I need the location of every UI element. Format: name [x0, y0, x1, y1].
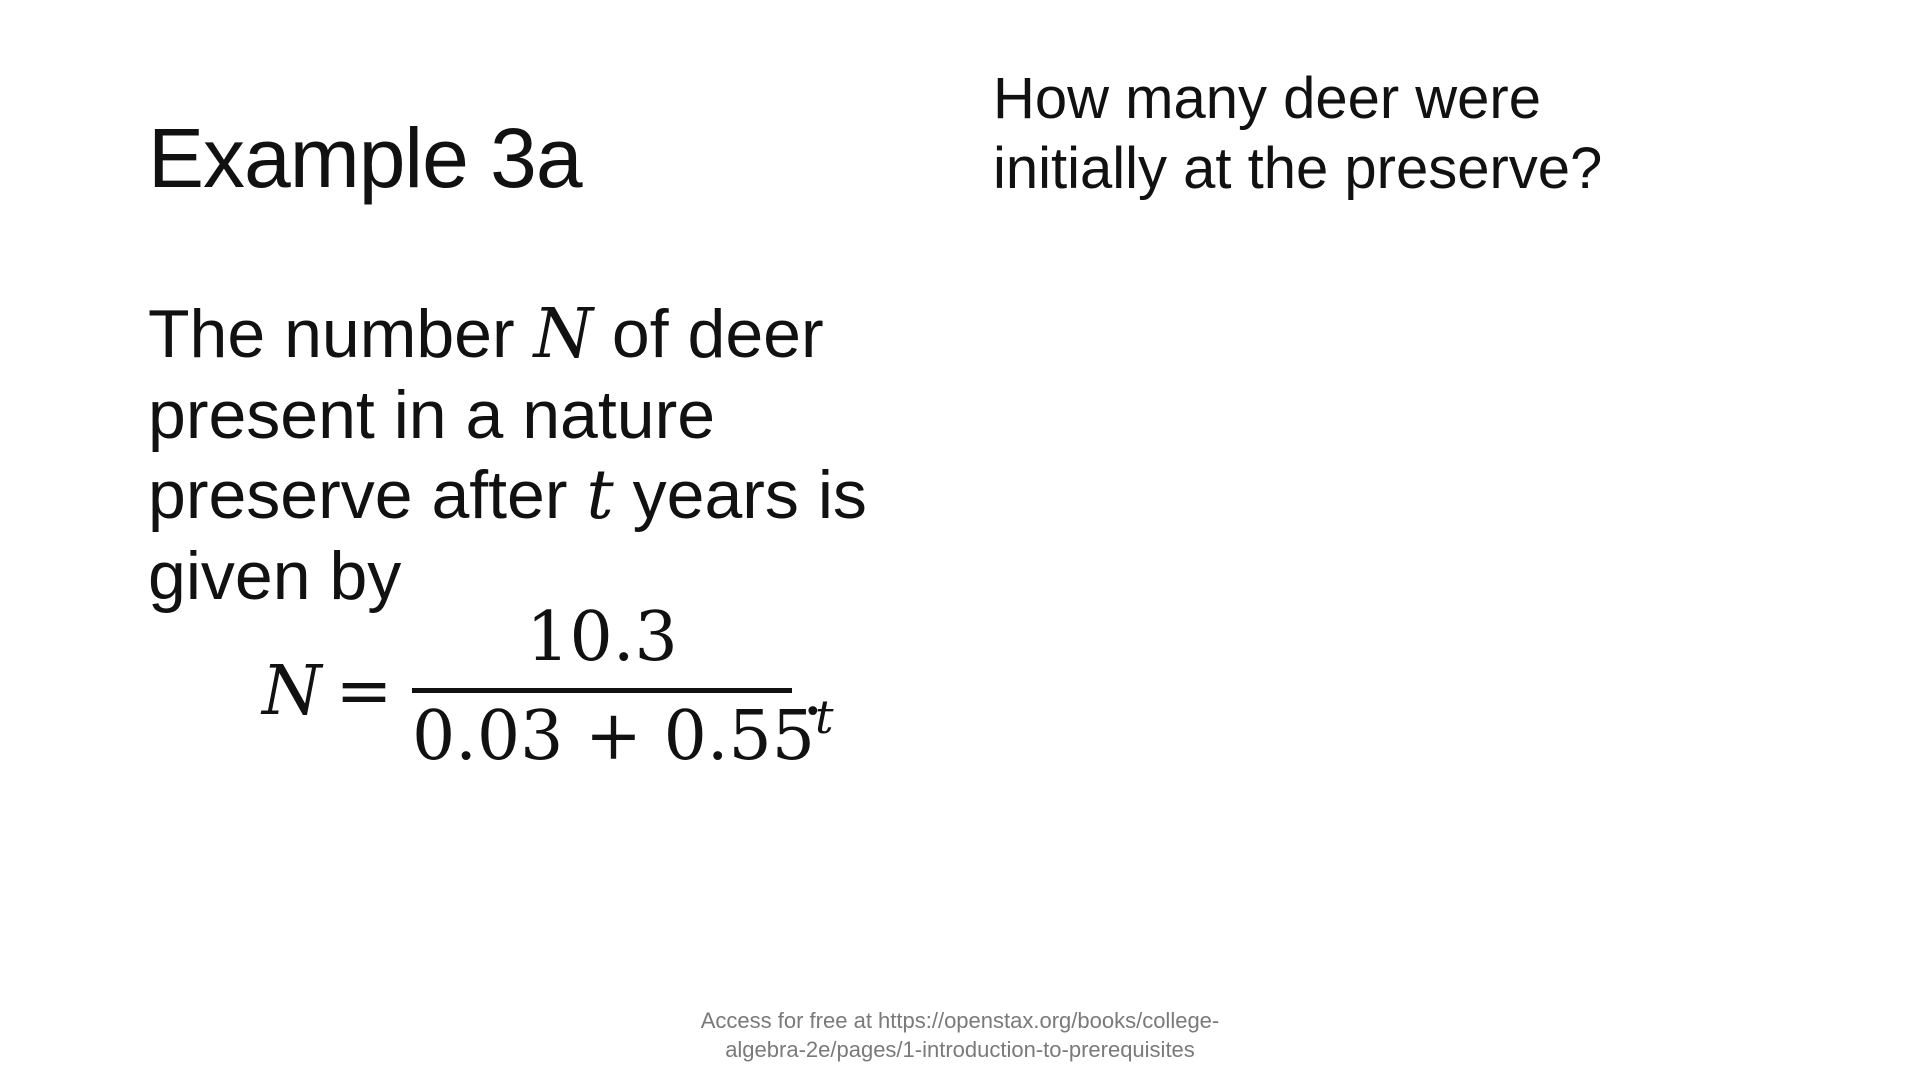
formula-period: .: [802, 652, 824, 731]
problem-statement: The number N of deer present in a nature…: [148, 294, 908, 616]
statement-text: preserve after: [148, 457, 587, 533]
formula-lhs: N =: [262, 652, 392, 732]
fraction: 10.3 0.03 + 0.55t: [412, 598, 834, 777]
fraction-denominator: 0.03 + 0.55t: [412, 694, 834, 777]
variable-n: N: [533, 295, 594, 374]
question-line: How many deer were: [993, 66, 1541, 131]
statement-text: of deer: [593, 296, 824, 372]
question-text: How many deer were initially at the pres…: [993, 64, 1753, 204]
footer-line: Access for free at https://openstax.org/…: [700, 1008, 1220, 1033]
fraction-numerator: 10.3: [526, 598, 678, 677]
slide-title: Example 3a: [148, 111, 583, 205]
footer-line: algebra-2e/pages/1-introduction-to-prere…: [725, 1037, 1195, 1062]
source-footer: Access for free at https://openstax.org/…: [560, 1006, 1360, 1064]
variable-t: t: [586, 456, 614, 535]
fraction-bar: [412, 688, 792, 693]
statement-line-3: preserve after t years is: [148, 455, 908, 536]
statement-text: The number: [148, 296, 534, 372]
statement-line-2: present in a nature: [148, 377, 716, 453]
statement-text: years is: [613, 457, 867, 533]
statement-line-1: The number N of deer: [148, 294, 908, 375]
statement-line-4: given by: [148, 538, 402, 614]
formula-variable-n: N: [262, 652, 322, 731]
equals-sign: =: [335, 652, 393, 731]
denominator-exponent: t: [815, 690, 834, 744]
denominator-base: 0.03 + 0.55: [412, 697, 816, 776]
question-line: initially at the preserve?: [993, 136, 1603, 201]
